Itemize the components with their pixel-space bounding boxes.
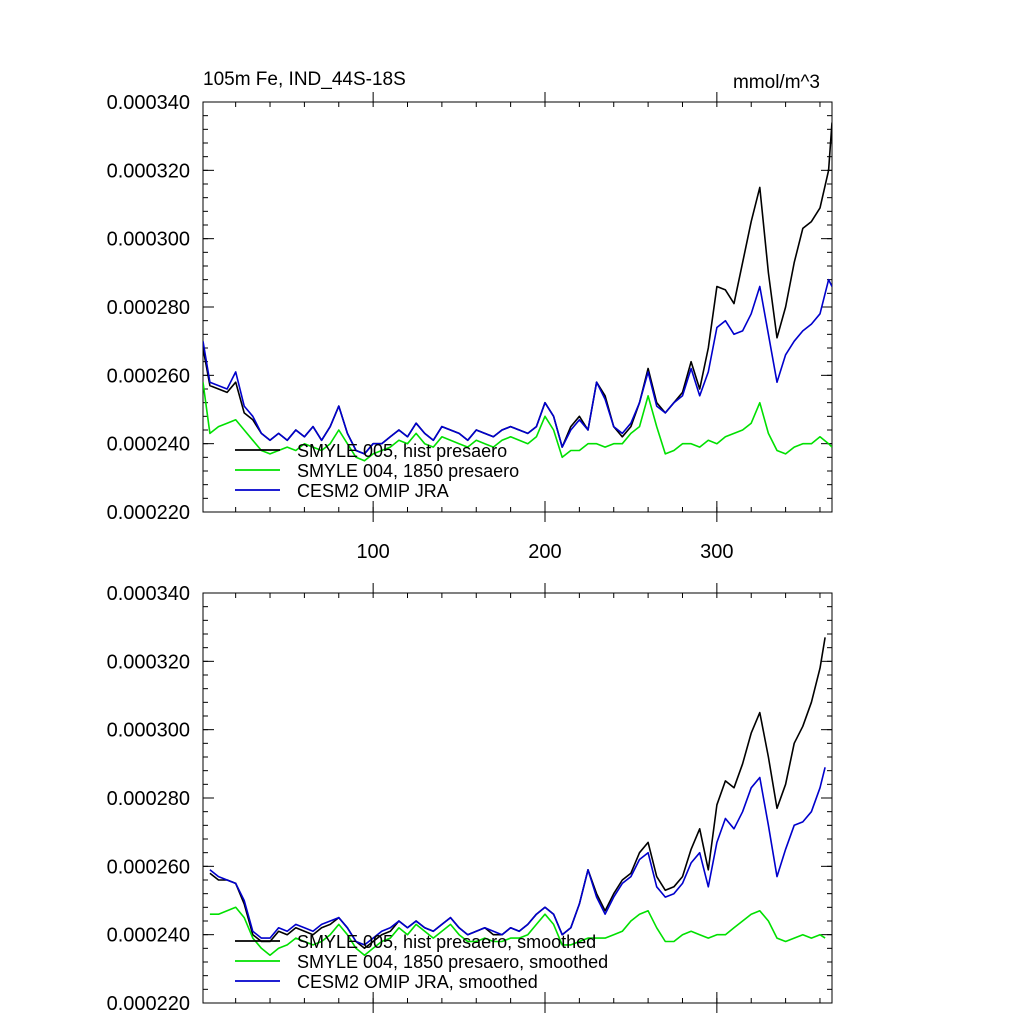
y-tick-label: 0.000220	[107, 993, 190, 1015]
y-tick-label: 0.000240	[107, 434, 190, 456]
y-tick-label: 0.000300	[107, 229, 190, 251]
y-tick-label: 0.000340	[107, 583, 190, 605]
series-line-2	[209, 906, 826, 957]
legend-label-3: CESM2 OMIP JRA, smoothed	[297, 972, 538, 992]
y-tick-label: 0.000320	[107, 160, 190, 182]
top-panel: 0.000220 0.000240 0.000260 0.000280 0.000300…	[107, 92, 833, 563]
y-tick-label: 0.000280	[107, 788, 190, 810]
legend-label-2: SMYLE 004, 1850 presaero	[297, 461, 519, 481]
bottom-panel: 0.000220 0.000240 0.000260 0.000280 0.000300…	[107, 583, 833, 1015]
y-tick-label: 0.000340	[107, 92, 190, 114]
plot-title: 105m Fe, IND_44S-18S	[203, 69, 406, 90]
y-tick-label: 0.000260	[107, 365, 190, 387]
x-tick-label: 100	[356, 541, 389, 563]
y-tick-label: 0.000300	[107, 720, 190, 742]
series-line-2	[203, 382, 832, 462]
legend-label-1: SMYLE 005, hist presaero, smoothed	[297, 932, 596, 952]
series-line-1	[203, 122, 832, 455]
y-tick-label: 0.000260	[107, 856, 190, 878]
y-tick-label: 0.000320	[107, 651, 190, 673]
y-tick-label: 0.000280	[107, 297, 190, 319]
legend-label-2: SMYLE 004, 1850 presaero, smoothed	[297, 952, 608, 972]
series-line-3	[209, 767, 826, 946]
y-tick-label: 0.000240	[107, 925, 190, 947]
x-tick-label: 300	[700, 541, 733, 563]
series-line-1	[209, 637, 826, 950]
y-tick-label: 0.000220	[107, 502, 190, 524]
series-line-3	[203, 278, 832, 455]
x-tick-label: 200	[528, 541, 561, 563]
units-label: mmol/m^3	[733, 72, 820, 93]
legend-label-1: SMYLE 005, hist presaero	[297, 441, 507, 461]
legend-label-3: CESM2 OMIP JRA	[297, 481, 449, 501]
